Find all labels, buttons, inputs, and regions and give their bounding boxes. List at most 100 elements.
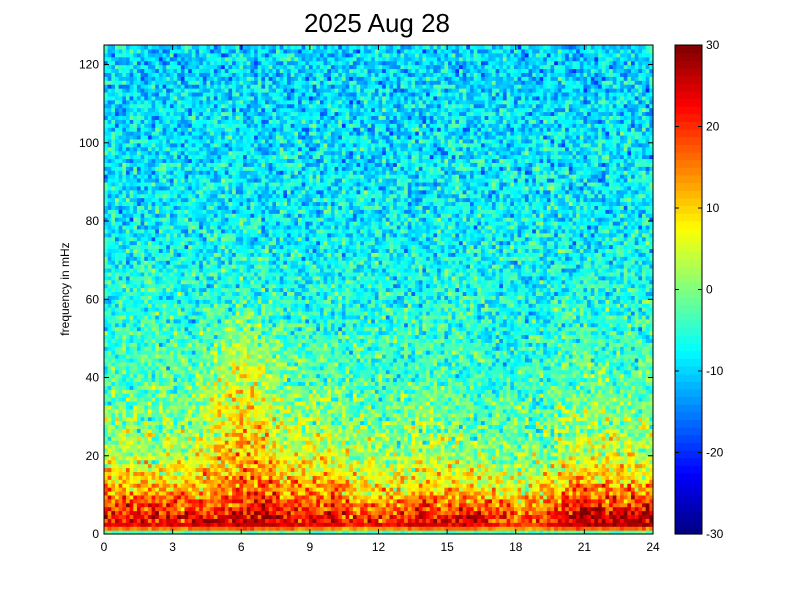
spectrogram-cell (645, 502, 650, 508)
spectrogram-cell (550, 412, 555, 418)
spectrogram-cell (319, 451, 325, 457)
spectrogram-cell (590, 420, 596, 426)
spectrogram-cell (554, 498, 559, 504)
spectrogram-cell (415, 518, 420, 523)
spectrogram-cell (334, 428, 339, 433)
spectrogram-cell (642, 428, 647, 433)
spectrogram-cell (360, 408, 365, 414)
spectrogram-cell (407, 463, 413, 469)
spectrogram-cell (297, 479, 303, 484)
spectrogram-cell (598, 522, 603, 527)
spectrogram-cell (400, 510, 405, 516)
spectrogram-cell (261, 475, 266, 480)
spectrogram-cell (590, 455, 596, 461)
spectrogram-cell (594, 526, 599, 531)
spectrogram-cell (151, 451, 156, 457)
spectrogram-cell (579, 506, 585, 512)
spectrogram-cell (221, 408, 226, 414)
spectrogram-cell (125, 518, 131, 523)
spectrogram-cell (491, 522, 497, 527)
spectrogram-cell (360, 506, 365, 512)
spectrogram-cell (133, 432, 138, 437)
spectrogram-cell (612, 475, 617, 480)
spectrogram-cell (495, 440, 500, 445)
spectrogram-cell (437, 428, 442, 433)
spectrogram-cell (598, 424, 603, 429)
spectrogram-cell (166, 526, 171, 531)
spectrogram-cell (349, 479, 354, 484)
spectrogram-cell (136, 526, 142, 531)
spectrogram-cell (206, 451, 211, 457)
spectrogram-cell (422, 447, 427, 453)
spectrogram-cell (495, 498, 500, 504)
spectrogram-cell (440, 502, 445, 508)
spectrogram-cell (308, 518, 314, 523)
spectrogram-cell (620, 502, 625, 508)
spectrogram-cell (352, 510, 358, 516)
spectrogram-cell (265, 467, 270, 473)
spectrogram-cell (147, 412, 153, 418)
spectrogram-cell (327, 479, 332, 484)
spectrogram-cell (455, 530, 460, 535)
spectrogram-cell (437, 447, 442, 453)
spectrogram-cell (254, 510, 259, 516)
spectrogram-cell (415, 522, 420, 527)
spectrogram-cell (429, 483, 434, 488)
spectrogram-cell (319, 436, 325, 441)
spectrogram-cell (188, 471, 193, 476)
spectrogram-cell (327, 522, 332, 527)
spectrogram-cell (535, 408, 541, 414)
spectrogram-cell (433, 522, 438, 527)
spectrogram-cell (521, 459, 526, 465)
spectrogram-cell (590, 440, 596, 445)
spectrogram-cell (433, 424, 438, 429)
spectrogram-cell (638, 440, 643, 445)
spectrogram-cell (411, 428, 416, 433)
spectrogram-cell (411, 471, 416, 476)
spectrogram-cell (605, 471, 610, 476)
spectrogram-cell (316, 518, 321, 523)
spectrogram-cell (634, 428, 639, 433)
spectrogram-cell (590, 530, 596, 535)
spectrogram-cell (495, 530, 500, 535)
spectrogram-cell (265, 400, 270, 406)
spectrogram-cell (308, 444, 314, 449)
spectrogram-cell (374, 475, 380, 480)
spectrogram-cell (213, 455, 219, 461)
spectrogram-cell (122, 412, 127, 418)
spectrogram-cell (601, 483, 607, 488)
spectrogram-cell (631, 412, 636, 418)
spectrogram-cell (136, 451, 142, 457)
spectrogram-cell (524, 510, 530, 516)
spectrogram-cell (517, 487, 522, 492)
spectrogram-cell (297, 471, 303, 476)
spectrogram-cell (312, 424, 317, 429)
spectrogram-cell (290, 506, 295, 512)
spectrogram-cell (265, 483, 270, 488)
spectrogram-cell (605, 479, 610, 484)
spectrogram-cell (631, 502, 636, 508)
spectrogram-cell (546, 471, 552, 476)
spectrogram-cell (546, 420, 552, 426)
spectrogram-cell (151, 506, 156, 512)
spectrogram-cell (316, 463, 321, 469)
spectrogram-cell (510, 471, 515, 476)
spectrogram-cell (374, 408, 380, 414)
spectrogram-cell (506, 459, 511, 465)
spectrogram-cell (136, 440, 142, 445)
spectrogram-cell (554, 487, 559, 492)
spectrogram-cell (587, 408, 592, 414)
spectrogram-cell (338, 498, 343, 504)
spectrogram-cell (455, 510, 460, 516)
spectrogram-cell (605, 475, 610, 480)
spectrogram-cell (448, 487, 453, 492)
spectrogram-cell (459, 412, 464, 418)
spectrogram-cell (502, 428, 508, 433)
spectrogram-cell (287, 518, 292, 523)
spectrogram-cell (184, 447, 189, 453)
spectrogram-cell (352, 416, 358, 422)
spectrogram-cell (334, 510, 339, 516)
spectrogram-cell (609, 490, 614, 496)
spectrogram-cell (316, 404, 321, 410)
spectrogram-cell (217, 459, 222, 465)
